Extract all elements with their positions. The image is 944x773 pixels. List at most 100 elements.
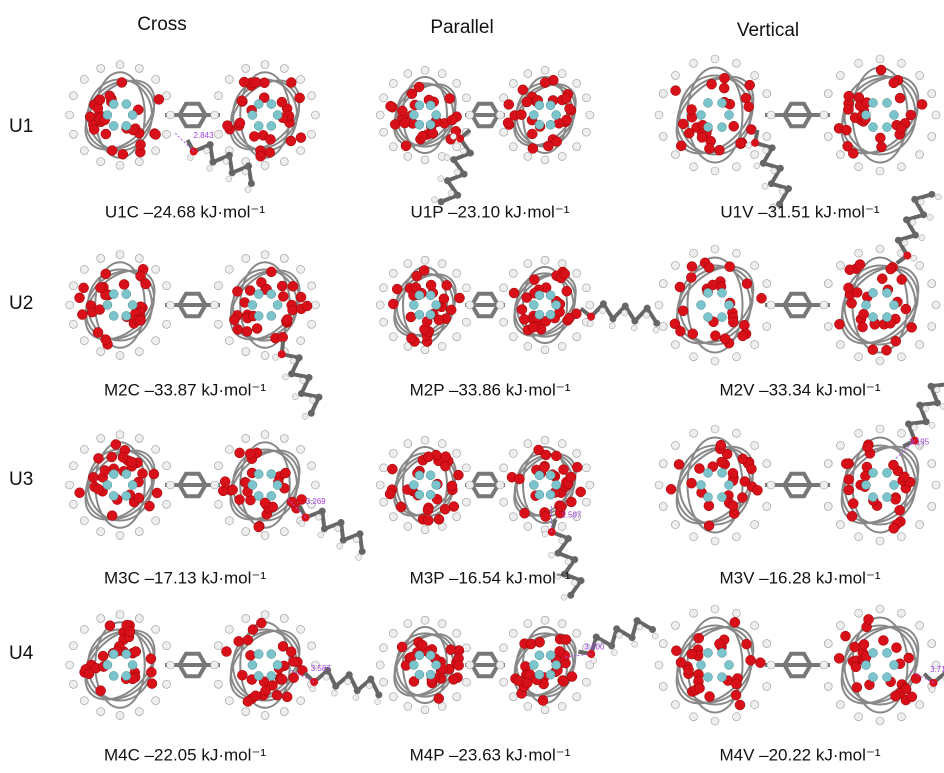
metal [248, 661, 257, 670]
metal [869, 313, 878, 322]
metal [254, 491, 263, 500]
oxygen [277, 674, 287, 684]
hydrogen [163, 320, 171, 328]
hydrogen [509, 693, 517, 701]
oxygen [295, 93, 305, 103]
carbon [593, 633, 600, 640]
hydrogen [116, 61, 124, 69]
metal [546, 670, 555, 679]
metal [415, 651, 424, 660]
oxygen [149, 469, 159, 479]
hydrogen [496, 481, 504, 489]
oxygen [449, 674, 459, 684]
metal [248, 111, 257, 120]
oxygen [670, 319, 680, 329]
hydrogen [152, 147, 160, 155]
hydrogen [80, 337, 88, 345]
oxygen [543, 141, 553, 151]
hydrogen [261, 351, 269, 359]
hydrogen [116, 251, 124, 259]
oxygen [252, 324, 262, 334]
hydrogen [421, 156, 429, 164]
oxygen [897, 274, 907, 284]
oxygen [396, 502, 406, 512]
hydrogen [565, 559, 571, 565]
metal [883, 493, 892, 502]
oxygen [289, 673, 299, 683]
oxygen [385, 489, 395, 499]
hydrogen [763, 322, 771, 330]
oxygen [719, 83, 729, 93]
carbon [359, 548, 366, 555]
oxygen [840, 631, 850, 641]
alkyl-chain [300, 506, 362, 552]
carbon [245, 162, 252, 169]
oxygen [529, 275, 539, 285]
hydrogen [300, 378, 306, 384]
hydrogen [261, 711, 269, 719]
oxygen [235, 495, 245, 505]
metal [552, 661, 561, 670]
hydrogen [671, 521, 679, 529]
hydrogen [404, 260, 412, 268]
hydrogen [163, 500, 171, 508]
hydrogen [297, 337, 305, 345]
carbon [644, 305, 651, 312]
hydrogen [214, 320, 222, 328]
hydrogen [280, 64, 288, 72]
hydrogen [166, 661, 174, 669]
oxygen [519, 314, 529, 324]
oxygen [232, 286, 242, 296]
oxygen [513, 676, 523, 686]
hydrogen [632, 641, 638, 647]
oxygen [725, 262, 735, 272]
oxygen [891, 691, 901, 701]
hydrogen [466, 661, 474, 669]
oxygen [245, 286, 255, 296]
metal [697, 661, 706, 670]
oxygen [117, 77, 127, 87]
hydrogen [573, 79, 581, 87]
hydrogen [500, 318, 508, 326]
metal [109, 491, 118, 500]
hydrogen [242, 254, 250, 262]
hydrogen [163, 130, 171, 138]
hydrogen [308, 320, 316, 328]
hydrogen [374, 699, 380, 705]
hydrogen [302, 413, 308, 419]
hydrogen [66, 111, 74, 119]
metal [546, 310, 555, 319]
hydrogen [453, 693, 461, 701]
hydrogen [69, 642, 77, 650]
oxygen [559, 465, 569, 475]
hydrogen [421, 706, 429, 714]
carbon [923, 418, 930, 425]
hydrogen [389, 629, 397, 637]
metal [697, 481, 706, 490]
metal [718, 123, 727, 132]
hydrogen [836, 261, 844, 269]
metal [883, 468, 892, 477]
hydrogen [746, 142, 752, 148]
oxygen [119, 279, 129, 289]
hydrogen [152, 625, 160, 633]
row-label: U1 [9, 116, 33, 137]
hydrogen [932, 111, 940, 119]
carbon [308, 410, 315, 417]
hydrogen [308, 642, 316, 650]
oxygen [222, 121, 232, 131]
hydrogen [918, 199, 924, 205]
carbon [600, 300, 607, 307]
oxygen [434, 514, 444, 524]
metal [869, 648, 878, 657]
metal [432, 661, 441, 670]
hydrogen [389, 449, 397, 457]
metal [862, 481, 871, 490]
hydrogen [711, 605, 719, 613]
carbon [375, 691, 382, 698]
hydrogen [211, 111, 219, 119]
hydrogen [225, 75, 233, 83]
hydrogen [916, 151, 924, 159]
oxygen [518, 85, 528, 95]
carbon [226, 152, 233, 159]
